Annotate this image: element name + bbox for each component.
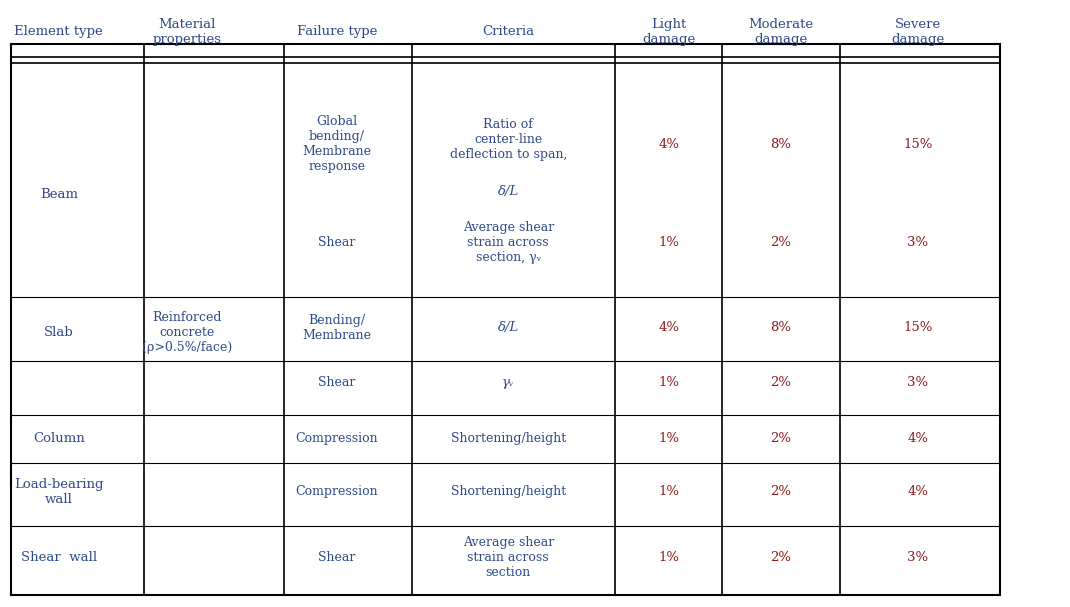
Text: 3%: 3% — [907, 236, 929, 249]
Text: Compression: Compression — [295, 432, 379, 446]
Text: Shortening/height: Shortening/height — [450, 432, 566, 446]
Text: Column: Column — [33, 432, 85, 446]
Text: Material
properties: Material properties — [153, 18, 221, 46]
Text: Ratio of
center-line
deflection to span,: Ratio of center-line deflection to span, — [449, 118, 567, 161]
Text: Failure type: Failure type — [296, 25, 378, 38]
Text: 4%: 4% — [907, 432, 929, 446]
Text: 4%: 4% — [658, 138, 679, 151]
Text: Severe
damage: Severe damage — [891, 18, 945, 46]
Text: Shortening/height: Shortening/height — [450, 485, 566, 498]
Text: 2%: 2% — [770, 551, 792, 564]
Text: Beam: Beam — [40, 188, 78, 201]
Text: 3%: 3% — [907, 551, 929, 564]
Text: Criteria: Criteria — [483, 25, 534, 38]
Text: 1%: 1% — [658, 236, 679, 249]
Text: 4%: 4% — [658, 321, 679, 334]
Text: 3%: 3% — [907, 376, 929, 389]
Text: Shear: Shear — [319, 551, 355, 564]
Text: Average shear
strain across
section: Average shear strain across section — [462, 536, 554, 578]
Text: Light
damage: Light damage — [642, 18, 696, 46]
Text: Element type: Element type — [15, 25, 103, 38]
Text: δ/L: δ/L — [498, 321, 519, 334]
Text: 2%: 2% — [770, 236, 792, 249]
Text: Shear: Shear — [319, 236, 355, 249]
Text: 2%: 2% — [770, 485, 792, 498]
Text: 1%: 1% — [658, 376, 679, 389]
Text: 4%: 4% — [907, 485, 929, 498]
Text: 8%: 8% — [770, 138, 792, 151]
Text: 1%: 1% — [658, 485, 679, 498]
Text: 15%: 15% — [903, 321, 933, 334]
Text: Compression: Compression — [295, 485, 379, 498]
Text: Moderate
damage: Moderate damage — [749, 18, 813, 46]
Text: 1%: 1% — [658, 432, 679, 446]
Text: Shear: Shear — [319, 376, 355, 389]
Text: 15%: 15% — [903, 138, 933, 151]
Text: 1%: 1% — [658, 551, 679, 564]
Text: Reinforced
concrete
(ρ>0.5%/face): Reinforced concrete (ρ>0.5%/face) — [142, 311, 232, 354]
Text: 2%: 2% — [770, 376, 792, 389]
Text: Global
bending/
Membrane
response: Global bending/ Membrane response — [303, 115, 371, 174]
Text: Slab: Slab — [44, 326, 74, 339]
Text: γᵥ: γᵥ — [502, 376, 515, 389]
Text: 8%: 8% — [770, 321, 792, 334]
Text: 2%: 2% — [770, 432, 792, 446]
Text: Shear  wall: Shear wall — [20, 551, 97, 564]
Text: Load-bearing
wall: Load-bearing wall — [14, 478, 104, 506]
Text: Average shear
strain across
section, γᵥ: Average shear strain across section, γᵥ — [462, 222, 554, 264]
Text: Bending/
Membrane: Bending/ Membrane — [303, 314, 371, 342]
Text: δ/L: δ/L — [498, 185, 519, 198]
